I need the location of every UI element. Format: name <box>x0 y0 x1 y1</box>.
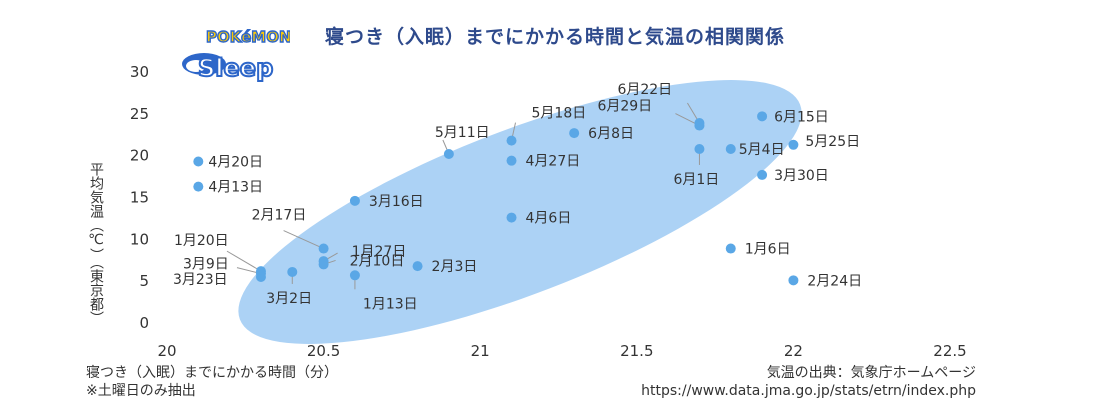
x-tick-label: 21.5 <box>620 342 653 360</box>
y-tick-label: 20 <box>130 147 149 165</box>
logo-art: POKéMON Sleep <box>182 27 292 83</box>
data-point <box>788 275 799 286</box>
data-point <box>443 148 454 159</box>
data-point <box>725 243 736 254</box>
x-axis-label: 寝つき（入眠）までにかかる時間（分） <box>86 365 338 381</box>
y-tick-label: 10 <box>130 230 149 248</box>
data-label: 3月16日 <box>369 194 424 210</box>
data-label: 3月23日 <box>173 272 228 288</box>
data-point <box>318 243 329 254</box>
footnote-right: 気温の出典：気象庁ホームページ https://www.data.jma.go.… <box>641 364 976 400</box>
data-point <box>725 143 736 154</box>
chart-title: 寝つき（入眠）までにかかる時間と気温の相関関係 <box>324 26 785 48</box>
data-label: 4月13日 <box>208 180 263 196</box>
data-label: 3月2日 <box>266 291 312 307</box>
data-point <box>506 135 517 146</box>
y-tick-label: 30 <box>130 63 149 81</box>
data-point <box>694 118 705 129</box>
y-tick-label: 15 <box>130 189 149 207</box>
x-tick-label: 20.5 <box>307 342 340 360</box>
correlation-ellipse <box>238 80 802 344</box>
data-point <box>757 111 768 122</box>
logo-line2: Sleep <box>198 54 273 82</box>
data-point <box>412 261 423 272</box>
data-label: 1月13日 <box>363 296 418 312</box>
y-tick-label: 0 <box>139 314 149 332</box>
data-label: 1月27日 <box>352 244 407 260</box>
data-point <box>757 169 768 180</box>
data-label: 6月1日 <box>673 172 719 188</box>
data-point <box>506 212 517 223</box>
data-point <box>506 155 517 166</box>
data-label: 3月30日 <box>774 168 829 184</box>
data-label: 1月6日 <box>745 242 791 258</box>
x-tick-label: 22 <box>784 342 803 360</box>
logo-line1: POKéMON <box>206 28 290 46</box>
x-tick-label: 22.5 <box>933 342 966 360</box>
x-tick-label: 20 <box>157 342 176 360</box>
data-point <box>349 270 360 281</box>
source-label: 気温の出典：気象庁ホームページ <box>766 365 976 381</box>
leader-line <box>226 250 262 272</box>
data-label: 2月24日 <box>807 273 862 289</box>
data-point <box>349 195 360 206</box>
data-label: 2月10日 <box>350 253 405 269</box>
pokemon-sleep-logo: POKéMON Sleep <box>170 20 292 84</box>
data-point <box>318 259 329 270</box>
data-label: 4月20日 <box>208 155 263 171</box>
data-label: 5月18日 <box>532 106 587 122</box>
source-url: https://www.data.jma.go.jp/stats/etrn/in… <box>641 383 976 399</box>
footnote-left: 寝つき（入眠）までにかかる時間（分） ※土曜日のみ抽出 <box>86 364 338 400</box>
data-label: 1月20日 <box>174 233 229 249</box>
y-axis-label: 平均気温（℃）（東京都） <box>88 162 104 325</box>
data-point <box>569 128 580 139</box>
data-label: 4月6日 <box>526 211 572 227</box>
data-label: 6月8日 <box>588 126 634 142</box>
data-point <box>255 271 266 282</box>
data-label: 6月15日 <box>774 109 829 125</box>
data-label: 5月25日 <box>805 134 860 150</box>
data-label: 6月29日 <box>597 99 652 115</box>
data-label: 5月4日 <box>739 142 785 158</box>
data-point <box>788 139 799 150</box>
data-label: 6月22日 <box>617 82 672 98</box>
data-label: 2月3日 <box>432 259 478 275</box>
data-point <box>193 181 204 192</box>
y-tick-label: 25 <box>130 105 149 123</box>
data-point <box>694 143 705 154</box>
data-point <box>287 266 298 277</box>
data-label: 4月27日 <box>526 154 581 170</box>
data-label: 2月17日 <box>252 208 307 224</box>
data-label: 5月11日 <box>435 125 490 141</box>
y-tick-label: 5 <box>139 272 149 290</box>
data-point <box>193 156 204 167</box>
data-label: 3月9日 <box>183 257 229 273</box>
leader-line <box>283 230 324 249</box>
sampling-note: ※土曜日のみ抽出 <box>86 383 196 399</box>
x-tick-label: 21 <box>471 342 490 360</box>
